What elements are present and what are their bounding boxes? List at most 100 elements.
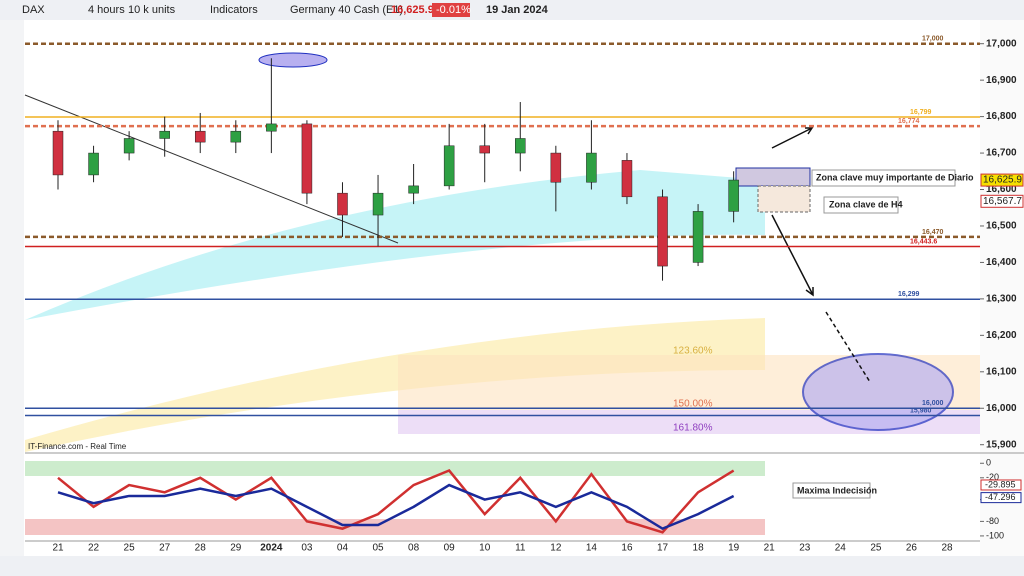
- x-tick-label: 2024: [260, 543, 283, 554]
- arrow: [771, 214, 814, 297]
- x-tick-label: 12: [550, 543, 562, 554]
- overbought-zone: [25, 461, 765, 476]
- candle-body: [230, 130, 242, 143]
- x-tick-label: 19: [728, 543, 740, 554]
- y-tick-label: 16,900: [986, 75, 1017, 86]
- candle-body: [159, 130, 170, 139]
- candle-body: [194, 130, 206, 143]
- x-tick-label: 10: [479, 543, 491, 554]
- candle-body: [372, 192, 384, 216]
- candle-body: [301, 123, 313, 194]
- y-tick-label: 16,000: [986, 403, 1017, 414]
- candle-body: [692, 211, 704, 263]
- x-tick-label: 21: [764, 543, 776, 554]
- x-tick-label: 28: [195, 543, 207, 554]
- price-axis: [980, 20, 1024, 556]
- level-label: 16,470: [922, 229, 944, 236]
- fib-label: 150.00%: [673, 399, 713, 410]
- x-tick-label: 28: [941, 543, 953, 554]
- candle-body: [52, 130, 64, 176]
- y-tick-label: -20: [986, 472, 999, 482]
- x-tick-label: 09: [444, 543, 456, 554]
- level-label: 16,443.6: [910, 238, 937, 245]
- x-tick-label: 23: [799, 543, 811, 554]
- price-tag-label: 16,625.9: [983, 175, 1022, 186]
- y-tick-label: 16,800: [986, 111, 1017, 122]
- value-tag: [980, 479, 1022, 491]
- oversold-zone: [25, 519, 765, 535]
- candle-body: [621, 160, 633, 198]
- note: Zona clave muy importante de Diario: [816, 172, 974, 182]
- instrument: Germany 40 Cash (E1): [290, 4, 403, 16]
- note-box: [792, 482, 871, 499]
- fib-label: 161.80%: [673, 423, 713, 434]
- x-tick-label: 27: [159, 543, 171, 554]
- x-tick-label: 16: [621, 543, 633, 554]
- y-tick-label: 16,500: [986, 221, 1017, 232]
- value-tag-label: -29.895: [985, 479, 1016, 489]
- x-tick-label: 26: [906, 543, 918, 554]
- y-tick-label: 16,700: [986, 148, 1017, 159]
- level-label: 16,000: [922, 400, 944, 407]
- units[interactable]: 10 k units: [128, 4, 176, 16]
- price-tag-label: 16,567.7: [983, 196, 1022, 207]
- price-tag: [980, 173, 1024, 187]
- y-tick-label: -80: [986, 516, 999, 526]
- bottom-toolbar: [0, 556, 1024, 576]
- x-tick-label: 22: [88, 543, 100, 554]
- change-bg: [432, 3, 470, 17]
- x-tick-label: 24: [835, 543, 847, 554]
- oscillator-line: [57, 483, 735, 531]
- x-tick-label: 18: [693, 543, 705, 554]
- highlight: [802, 353, 954, 431]
- candle-body: [443, 145, 455, 187]
- candle-body: [266, 123, 277, 132]
- y-tick-label: 16,300: [986, 294, 1017, 305]
- x-tick-label: 11: [515, 543, 526, 554]
- price: 16,625.9: [391, 4, 434, 16]
- candle-body: [728, 179, 739, 212]
- x-tick-label: 04: [337, 543, 349, 554]
- level-label: 16,299: [898, 291, 920, 298]
- x-tick-label: 25: [870, 543, 882, 554]
- note-box: [823, 196, 899, 214]
- level-label: 16,774: [898, 118, 920, 125]
- note: Zona clave de H4: [829, 199, 903, 209]
- x-tick-label: 17: [657, 543, 669, 554]
- x-tick-label: 21: [52, 543, 64, 554]
- toolbar: [0, 0, 1024, 20]
- candle-body: [337, 192, 348, 216]
- y-tick-label: 0: [986, 458, 991, 468]
- indicators[interactable]: Indicators: [210, 4, 258, 16]
- x-tick-label: 25: [124, 543, 136, 554]
- level-label: 17,000: [922, 36, 944, 43]
- note-box: [811, 169, 956, 187]
- symbol[interactable]: DAX: [22, 4, 45, 16]
- candle-body: [515, 138, 526, 154]
- arrow: [771, 127, 814, 149]
- timeframe[interactable]: 4 hours: [88, 4, 125, 16]
- price-tag: [980, 194, 1024, 208]
- candle-body: [123, 138, 135, 154]
- fib-zone: [25, 318, 765, 452]
- y-tick-label: 17,000: [986, 38, 1017, 49]
- level-label: 16,799: [910, 109, 932, 116]
- x-tick-label: 29: [230, 543, 242, 554]
- change: -0.01%: [436, 4, 471, 16]
- zone-box: [757, 185, 811, 213]
- date: 19 Jan 2024: [486, 4, 549, 16]
- candle-body: [586, 152, 597, 183]
- y-tick-label: 16,400: [986, 257, 1017, 268]
- x-tick-label: 03: [301, 543, 313, 554]
- x-tick-label: 05: [372, 543, 384, 554]
- candle-body: [550, 152, 562, 183]
- level-label: 15,980: [910, 407, 932, 414]
- cloud: [25, 170, 765, 320]
- y-tick-label: 16,100: [986, 366, 1017, 377]
- zone-box: [735, 167, 811, 187]
- oscillator-line: [57, 469, 735, 534]
- candle-body: [479, 145, 490, 154]
- x-tick-label: 08: [408, 543, 420, 554]
